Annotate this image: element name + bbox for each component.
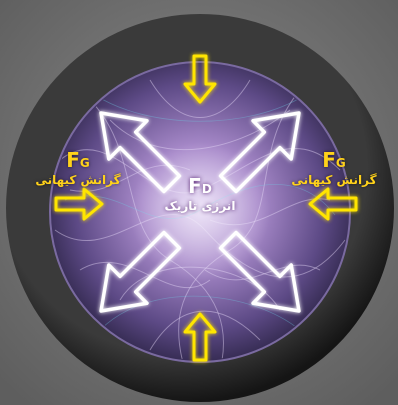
- inward-arrow-icon-right: [308, 187, 358, 221]
- outward-arrow-icon-bottom-right: [218, 230, 301, 313]
- center-force-subscript: D: [201, 182, 212, 196]
- dark-energy-label: FD انرژی تاریک: [150, 174, 250, 213]
- inward-arrow-icon-left: [54, 187, 104, 221]
- inward-arrow-icon-top: [183, 54, 217, 104]
- left-force-symbol: F: [66, 148, 80, 172]
- inward-arrow-icon-bottom: [183, 312, 217, 362]
- center-force-symbol: F: [188, 174, 202, 198]
- right-force-symbol: F: [322, 148, 336, 172]
- left-force-caption: گرانش کیهانی: [35, 173, 121, 187]
- right-gravity-label: FG گرانش کیهانی: [274, 148, 394, 187]
- outward-arrow-icon-bottom-left: [99, 230, 182, 313]
- left-force-subscript: G: [79, 156, 90, 170]
- left-gravity-label: FG گرانش کیهانی: [18, 148, 138, 187]
- outward-arrow-icon-top-left: [99, 111, 182, 194]
- center-force-caption: انرژی تاریک: [164, 199, 236, 213]
- right-force-caption: گرانش کیهانی: [291, 173, 377, 187]
- outward-arrow-icon-top-right: [218, 111, 301, 194]
- right-force-subscript: G: [335, 156, 346, 170]
